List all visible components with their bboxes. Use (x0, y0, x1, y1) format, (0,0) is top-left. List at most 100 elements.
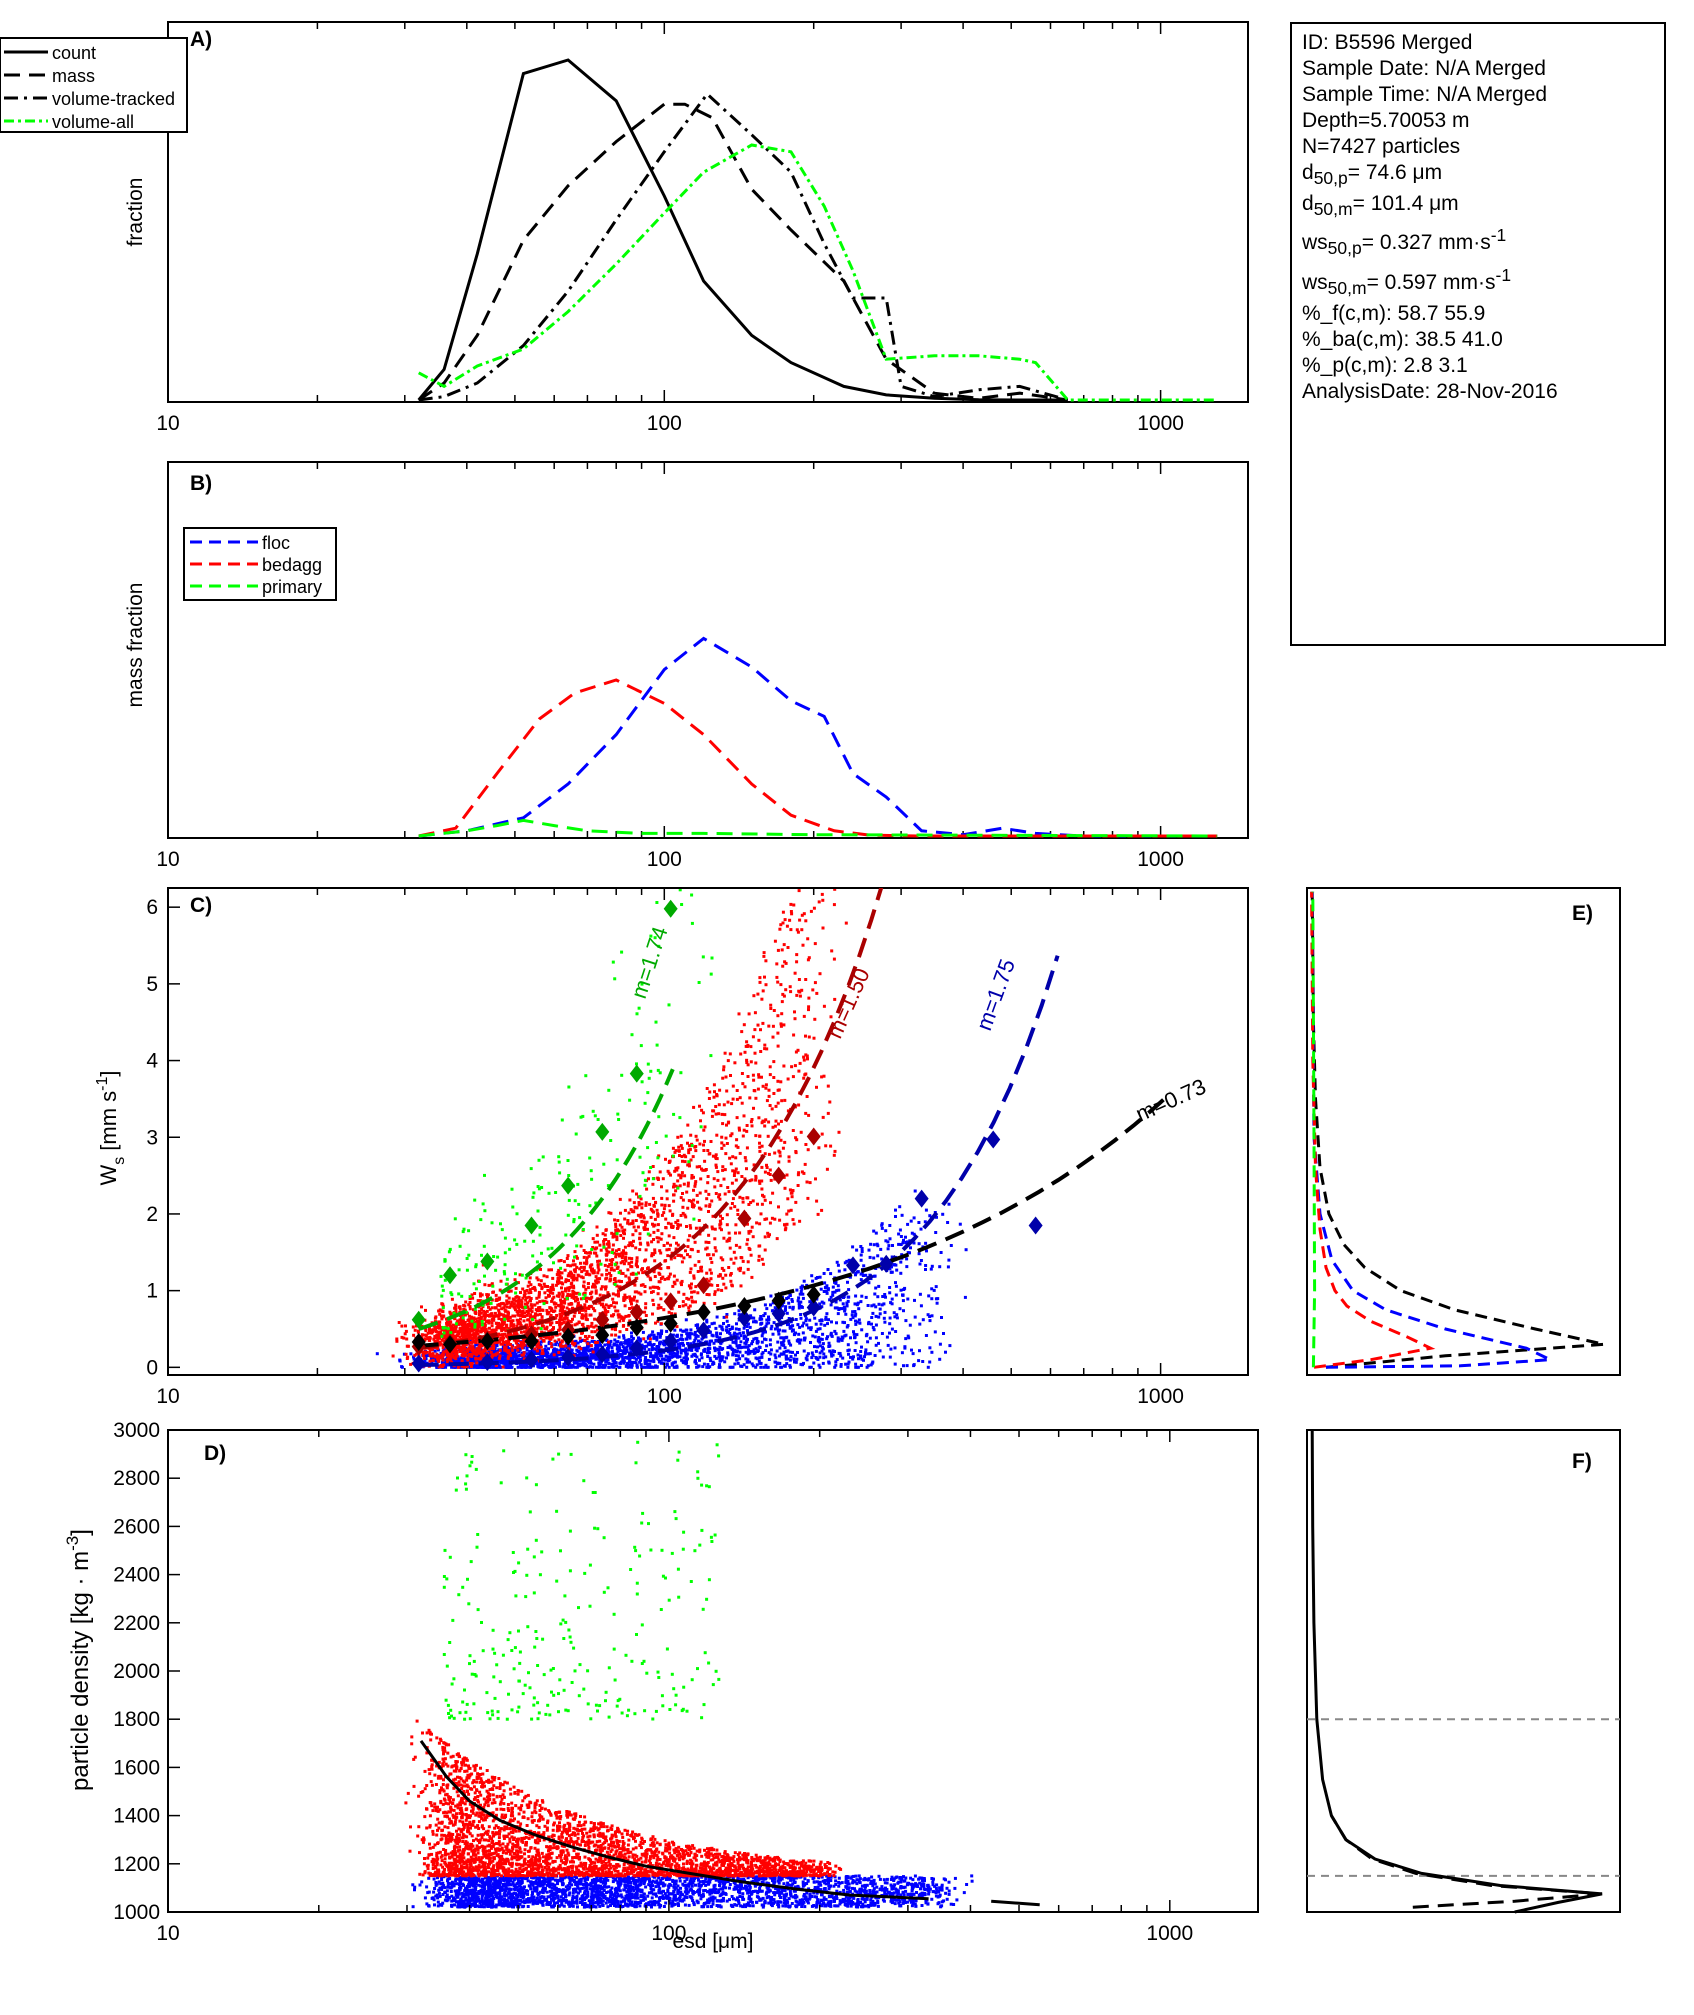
scatter-point (456, 1359, 460, 1363)
scatter-point (758, 976, 762, 980)
scatter-point (631, 1342, 635, 1346)
scatter-point (958, 1222, 962, 1226)
scatter-point (444, 1333, 448, 1337)
scatter-point (900, 1253, 904, 1257)
scatter-point (717, 1112, 721, 1116)
scatter-point (737, 1336, 741, 1340)
scatter-point (748, 1325, 752, 1329)
scatter-point (889, 1347, 893, 1351)
scatter-point (681, 1211, 685, 1215)
scatter-point (616, 1219, 620, 1222)
scatter-point (697, 1339, 700, 1343)
scatter-point (841, 1320, 845, 1324)
scatter-point (440, 1365, 444, 1369)
scatter-point (890, 1297, 894, 1301)
scatter-point (777, 1205, 780, 1209)
scatter-point (490, 1306, 494, 1310)
scatter-point (773, 1360, 777, 1364)
scatter-point (671, 1333, 675, 1337)
scatter-point (628, 1307, 632, 1310)
scatter-point (694, 1226, 698, 1230)
scatter-point (508, 1348, 512, 1352)
scatter-point (639, 1242, 643, 1246)
scatter-point (453, 1306, 457, 1310)
scatter-point (753, 1319, 757, 1323)
scatter-point (593, 1346, 597, 1350)
scatter-point (616, 1309, 620, 1313)
scatter-point (614, 1333, 618, 1337)
scatter-point (599, 1303, 603, 1307)
scatter-point (723, 1192, 727, 1196)
scatter-point (437, 1332, 441, 1336)
scatter-point (744, 1350, 748, 1354)
scatter-point (802, 1076, 806, 1080)
scatter-point (939, 1251, 943, 1254)
scatter-point (722, 1103, 726, 1107)
scatter-point (582, 1360, 586, 1364)
scatter-point (861, 1274, 865, 1277)
scatter-point (893, 1346, 897, 1350)
scatter-point (528, 1288, 532, 1292)
scatter-point (643, 1347, 647, 1351)
scatter-point (893, 1362, 897, 1366)
scatter-point (796, 866, 799, 869)
scatter-point (803, 862, 806, 865)
scatter-point (748, 1179, 752, 1183)
scatter-point (734, 1338, 738, 1342)
scatter-point (788, 1188, 792, 1192)
scatter-point (934, 1231, 938, 1234)
scatter-point (891, 1244, 894, 1247)
scatter-point (806, 937, 810, 941)
scatter-point (535, 1296, 539, 1300)
scatter-point (716, 1284, 720, 1287)
scatter-point (651, 1347, 655, 1351)
scatter-point (530, 1316, 534, 1320)
scatter-point (638, 1355, 642, 1358)
scatter-point (676, 1135, 680, 1139)
scatter-point (796, 1048, 800, 1052)
scatter-point (618, 1330, 622, 1334)
scatter-point (514, 1352, 518, 1356)
scatter-point (745, 1146, 749, 1150)
scatter-point (628, 1241, 632, 1245)
scatter-point (746, 1260, 750, 1264)
scatter-point (524, 1298, 528, 1302)
scatter-point (714, 1249, 718, 1253)
scatter-point (667, 1275, 671, 1279)
scatter-point (518, 1310, 522, 1314)
scatter-point (757, 1254, 761, 1258)
scatter-point (613, 1234, 617, 1238)
scatter-point (722, 1236, 726, 1240)
scatter-point (799, 1313, 803, 1316)
scatter-point (438, 1335, 442, 1339)
scatter-point (617, 1335, 621, 1339)
scatter-point (622, 1262, 626, 1266)
scatter-point (714, 1347, 718, 1351)
scatter-point (854, 1365, 858, 1369)
scatter-point (580, 1270, 584, 1274)
scatter-point (699, 1269, 703, 1272)
scatter-point (569, 1264, 572, 1268)
scatter-point (850, 1313, 854, 1317)
scatter-point (468, 1321, 472, 1325)
scatter-point (720, 1217, 724, 1220)
scatter-point (507, 1290, 511, 1294)
scatter-point (615, 1261, 619, 1265)
scatter-point (816, 1212, 820, 1216)
scatter-point (805, 1180, 809, 1184)
scatter-point (582, 1268, 586, 1272)
scatter-point (582, 1284, 585, 1288)
scatter-point (630, 1365, 634, 1369)
scatter-point (526, 1305, 530, 1309)
scatter-point (569, 1293, 573, 1297)
scatter-point (707, 1365, 710, 1369)
scatter-point (874, 1231, 878, 1235)
scatter-point (707, 1293, 711, 1297)
scatter-point (701, 1168, 705, 1172)
scatter-point (497, 1356, 501, 1360)
scatter-point (779, 1022, 783, 1026)
scatter-point (724, 1075, 728, 1079)
scatter-point (507, 1349, 510, 1353)
scatter-point (610, 1346, 614, 1350)
scatter-point (644, 1314, 648, 1317)
